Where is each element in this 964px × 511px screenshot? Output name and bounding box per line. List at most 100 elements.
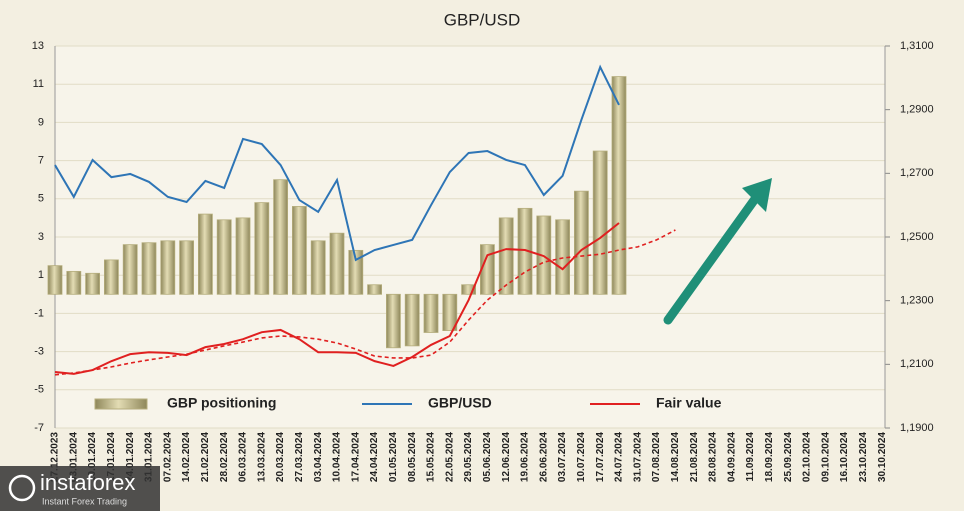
watermark-tagline: Instant Forex Trading (42, 496, 127, 506)
bar (574, 190, 589, 295)
x-tick-label: 24.04.2024 (369, 432, 380, 482)
bar (385, 293, 401, 349)
bar (498, 217, 514, 295)
bar (367, 284, 383, 295)
x-tick-label: 14.02.2024 (181, 432, 192, 482)
x-tick-label: 31.01.2024 (144, 432, 155, 482)
x-tick-label: 27.12.2023 (50, 432, 61, 482)
y-tick-label: 5 (38, 193, 44, 205)
x-tick-label: 07.02.2024 (162, 432, 173, 482)
bar (310, 240, 326, 295)
x-tick-label: 31.07.2024 (632, 432, 643, 482)
y2-tick-label: 1,2900 (900, 104, 934, 116)
bar (104, 259, 119, 295)
x-tick-label: 22.05.2024 (444, 432, 455, 482)
x-tick-label: 15.05.2024 (426, 432, 437, 482)
x-tick-label: 13.03.2024 (256, 432, 267, 482)
y-tick-label: -5 (34, 384, 44, 396)
y-tick-label: 9 (38, 116, 44, 128)
x-tick-label: 24.01.2024 (125, 432, 136, 482)
bar (273, 179, 289, 295)
bar (461, 284, 477, 295)
y-tick-label: -3 (34, 346, 44, 358)
bar (216, 219, 232, 295)
x-tick-label: 14.08.2024 (670, 432, 681, 482)
trend-arrow (663, 187, 765, 325)
x-tick-label: 16.10.2024 (839, 432, 850, 482)
x-tick-label: 21.08.2024 (689, 432, 700, 482)
x-tick-label: 28.02.2024 (219, 432, 230, 482)
x-tick-label: 09.10.2024 (820, 432, 831, 482)
y2-tick-label: 1,2100 (900, 358, 934, 370)
bar (592, 150, 608, 295)
bar (141, 242, 157, 295)
chart-title: GBP/USD (444, 10, 521, 29)
x-tick-label: 12.06.2024 (501, 432, 512, 482)
bar (66, 270, 82, 295)
y-tick-label: 7 (38, 155, 44, 167)
line (54, 222, 620, 375)
y-tick-label: 11 (33, 78, 44, 90)
x-tick-label: 10.01.2024 (87, 432, 98, 482)
trend-arrow-head (742, 178, 772, 212)
x-tick-label: 23.10.2024 (858, 432, 869, 482)
watermark-brand: instaforex (40, 470, 135, 495)
x-tick-label: 21.02.2024 (200, 432, 211, 482)
x-tick-label: 18.09.2024 (764, 432, 775, 482)
bar (348, 249, 364, 295)
x-tick-label: 24.07.2024 (614, 432, 625, 482)
bar (235, 217, 251, 295)
x-tick-label: 10.04.2024 (332, 432, 343, 482)
x-tick-label: 17.04.2024 (350, 432, 361, 482)
bar (479, 244, 495, 295)
y-tick-label: -1 (34, 307, 44, 319)
bar (197, 213, 213, 295)
y2-tick-label: 1,2500 (900, 231, 934, 243)
x-tick-label: 20.03.2024 (275, 432, 286, 482)
watermark-box (0, 466, 160, 511)
x-tick-label: 17.07.2024 (595, 432, 606, 482)
x-tick-label: 03.04.2024 (313, 432, 324, 482)
bar (47, 265, 63, 295)
bar (254, 202, 270, 295)
y-tick-label: 3 (38, 231, 44, 243)
x-tick-label: 11.09.2024 (745, 432, 756, 482)
x-tick-label: 07.08.2024 (651, 432, 662, 482)
x-tick-label: 30.10.2024 (877, 432, 888, 482)
x-tick-label: 06.03.2024 (238, 432, 249, 482)
x-tick-label: 04.09.2024 (726, 432, 737, 482)
x-tick-label: 28.08.2024 (708, 432, 719, 482)
bar (291, 206, 307, 295)
legend-label: Fair value (656, 395, 722, 411)
watermark-logo (8, 474, 36, 502)
bar (329, 232, 345, 295)
line (54, 64, 620, 262)
x-tick-label: 25.09.2024 (783, 432, 794, 482)
legend-label: GBP positioning (167, 395, 276, 411)
x-tick-label: 08.05.2024 (407, 432, 418, 482)
x-tick-label: 05.06.2024 (482, 432, 493, 482)
x-tick-label: 03.07.2024 (557, 432, 568, 482)
x-tick-label: 19.06.2024 (520, 432, 531, 482)
y-tick-label: 13 (32, 40, 44, 52)
x-tick-label: 02.10.2024 (802, 432, 813, 482)
y2-tick-label: 1,2700 (900, 167, 934, 179)
x-tick-label: 27.03.2024 (294, 432, 305, 482)
y2-tick-label: 1,3100 (900, 40, 934, 52)
dashed-line (54, 229, 676, 376)
bar (442, 293, 458, 331)
bar (611, 76, 627, 295)
legend-swatch (94, 398, 148, 410)
x-tick-label: 29.05.2024 (463, 432, 474, 482)
bar (404, 293, 420, 347)
bar (423, 293, 439, 333)
y2-tick-label: 1,2300 (900, 295, 934, 307)
y-tick-label: -7 (34, 422, 44, 434)
bar (122, 244, 138, 295)
x-tick-label: 10.07.2024 (576, 432, 587, 482)
x-tick-label: 03.01.2024 (68, 432, 79, 482)
y2-tick-label: 1,1900 (900, 422, 934, 434)
bar (160, 240, 176, 295)
x-tick-label: 17.01.2024 (106, 432, 117, 482)
